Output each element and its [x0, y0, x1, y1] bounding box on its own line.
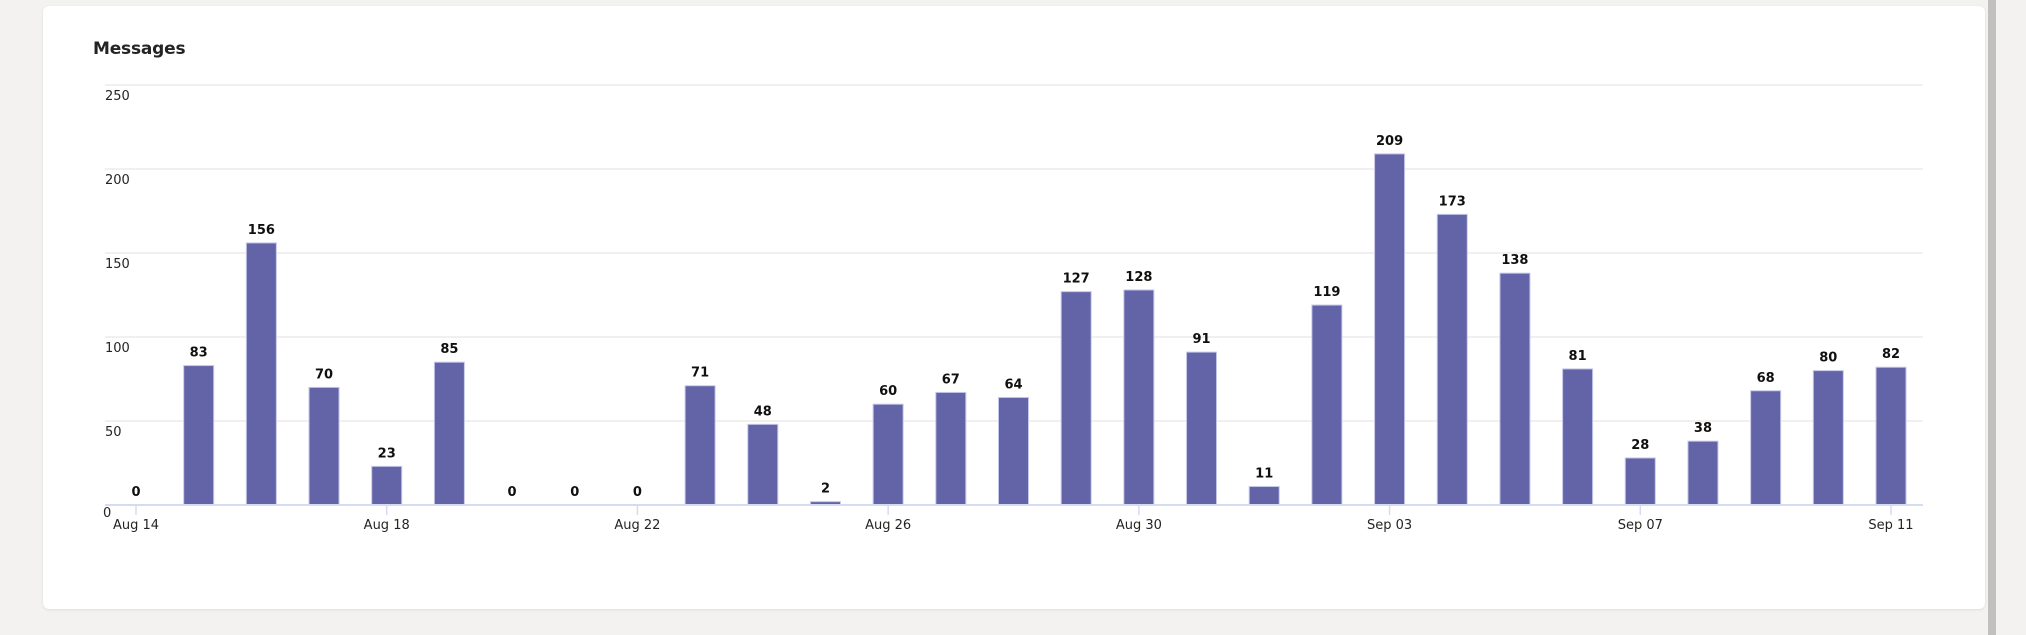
- bar-value-label: 60: [879, 384, 897, 399]
- bar-aug-23[interactable]: [684, 385, 716, 506]
- bar-value-label: 173: [1439, 194, 1466, 209]
- y-tick-label: 150: [105, 257, 130, 272]
- bar-value-label: 28: [1631, 438, 1649, 453]
- bar-value-label: 0: [508, 485, 517, 500]
- bar-value-label: 23: [378, 446, 396, 461]
- bar-value-label: 48: [754, 404, 772, 419]
- bar-value-label: 2: [821, 482, 830, 497]
- bar-value-label: 209: [1376, 134, 1403, 149]
- bar-aug-24[interactable]: [747, 423, 779, 506]
- x-tick-label: Aug 30: [1116, 518, 1162, 533]
- messages-bar-chart: 0 50 100 150 200 250 0 83 156 70 23 85 0 0 0 71 48 2 60 67…: [103, 84, 1923, 533]
- bar-value-label: 0: [633, 485, 642, 500]
- chart-gridlines: [105, 84, 1923, 422]
- bar-value-label: 67: [942, 372, 960, 387]
- bar-value-label: 83: [190, 346, 208, 361]
- x-tick-label: Aug 14: [113, 518, 159, 533]
- card-title: Messages: [93, 39, 186, 59]
- bar-value-label: 64: [1004, 377, 1022, 392]
- y-tick-label: 0: [103, 506, 111, 521]
- bar-value-label: 0: [570, 485, 579, 500]
- bar-value-label: 38: [1694, 421, 1712, 436]
- bar-value-label: 81: [1569, 349, 1587, 364]
- bar-aug-18[interactable]: [371, 465, 403, 506]
- bar-value-label: 127: [1063, 272, 1090, 287]
- bar-sep-08[interactable]: [1687, 440, 1719, 506]
- vertical-scrollbar[interactable]: [1988, 0, 1996, 635]
- x-tick-label: Aug 26: [865, 518, 911, 533]
- bar-aug-26[interactable]: [872, 403, 904, 506]
- chart-bars: 0 83 156 70 23 85 0 0 0 71 48 2 60 67 64 127 128 91 11 119 2…: [131, 134, 1907, 506]
- x-tick-label: Sep 03: [1367, 518, 1412, 533]
- y-tick-label: 100: [105, 341, 130, 356]
- bar-aug-19[interactable]: [433, 361, 465, 506]
- bar-value-label: 128: [1125, 270, 1152, 285]
- x-tick-label: Sep 11: [1868, 518, 1913, 533]
- bar-sep-10[interactable]: [1812, 370, 1844, 506]
- y-tick-label: 200: [105, 173, 130, 188]
- bar-sep-11[interactable]: [1875, 366, 1907, 506]
- bar-aug-27[interactable]: [935, 391, 967, 506]
- y-tick-label: 250: [105, 89, 130, 104]
- bar-value-label: 71: [691, 366, 709, 381]
- bar-value-label: 156: [248, 223, 275, 238]
- bar-aug-30[interactable]: [1123, 289, 1155, 506]
- bar-value-label: 91: [1192, 332, 1210, 347]
- bar-aug-15[interactable]: [183, 365, 215, 506]
- bar-sep-07[interactable]: [1624, 457, 1656, 506]
- x-axis: Aug 14 Aug 18 Aug 22 Aug 26 Aug 30 Sep 03 Sep …: [105, 504, 1923, 533]
- bar-value-label: 80: [1819, 351, 1837, 366]
- bar-value-label: 0: [131, 485, 140, 500]
- bar-value-label: 82: [1882, 347, 1900, 362]
- bar-aug-31[interactable]: [1186, 351, 1218, 506]
- bar-value-label: 85: [440, 342, 458, 357]
- bar-value-label: 11: [1255, 467, 1273, 482]
- bar-sep-05[interactable]: [1499, 272, 1531, 506]
- x-tick-label: Aug 22: [614, 518, 660, 533]
- bar-sep-02[interactable]: [1311, 304, 1343, 506]
- x-tick-label: Sep 07: [1618, 518, 1663, 533]
- bar-value-label: 70: [315, 367, 333, 382]
- bar-aug-28[interactable]: [998, 396, 1029, 506]
- bar-aug-16[interactable]: [245, 242, 277, 506]
- bar-sep-06[interactable]: [1562, 368, 1594, 506]
- bar-value-label: 138: [1501, 253, 1528, 268]
- bar-aug-29[interactable]: [1060, 291, 1092, 506]
- bar-sep-03[interactable]: [1374, 153, 1406, 506]
- bar-value-label: 68: [1757, 371, 1775, 386]
- bar-sep-01[interactable]: [1248, 486, 1280, 506]
- bar-aug-17[interactable]: [308, 386, 340, 506]
- bar-value-label: 119: [1313, 285, 1340, 300]
- x-tick-label: Aug 18: [364, 518, 410, 533]
- messages-card: Messages 0 50 100 150 200 250 0 83 156 70 23 85 0 0 0…: [43, 6, 1985, 609]
- bar-sep-04[interactable]: [1436, 213, 1468, 506]
- bar-sep-09[interactable]: [1750, 390, 1782, 506]
- y-axis-labels: 0 50 100 150 200 250: [103, 89, 130, 521]
- y-tick-label: 50: [105, 425, 122, 440]
